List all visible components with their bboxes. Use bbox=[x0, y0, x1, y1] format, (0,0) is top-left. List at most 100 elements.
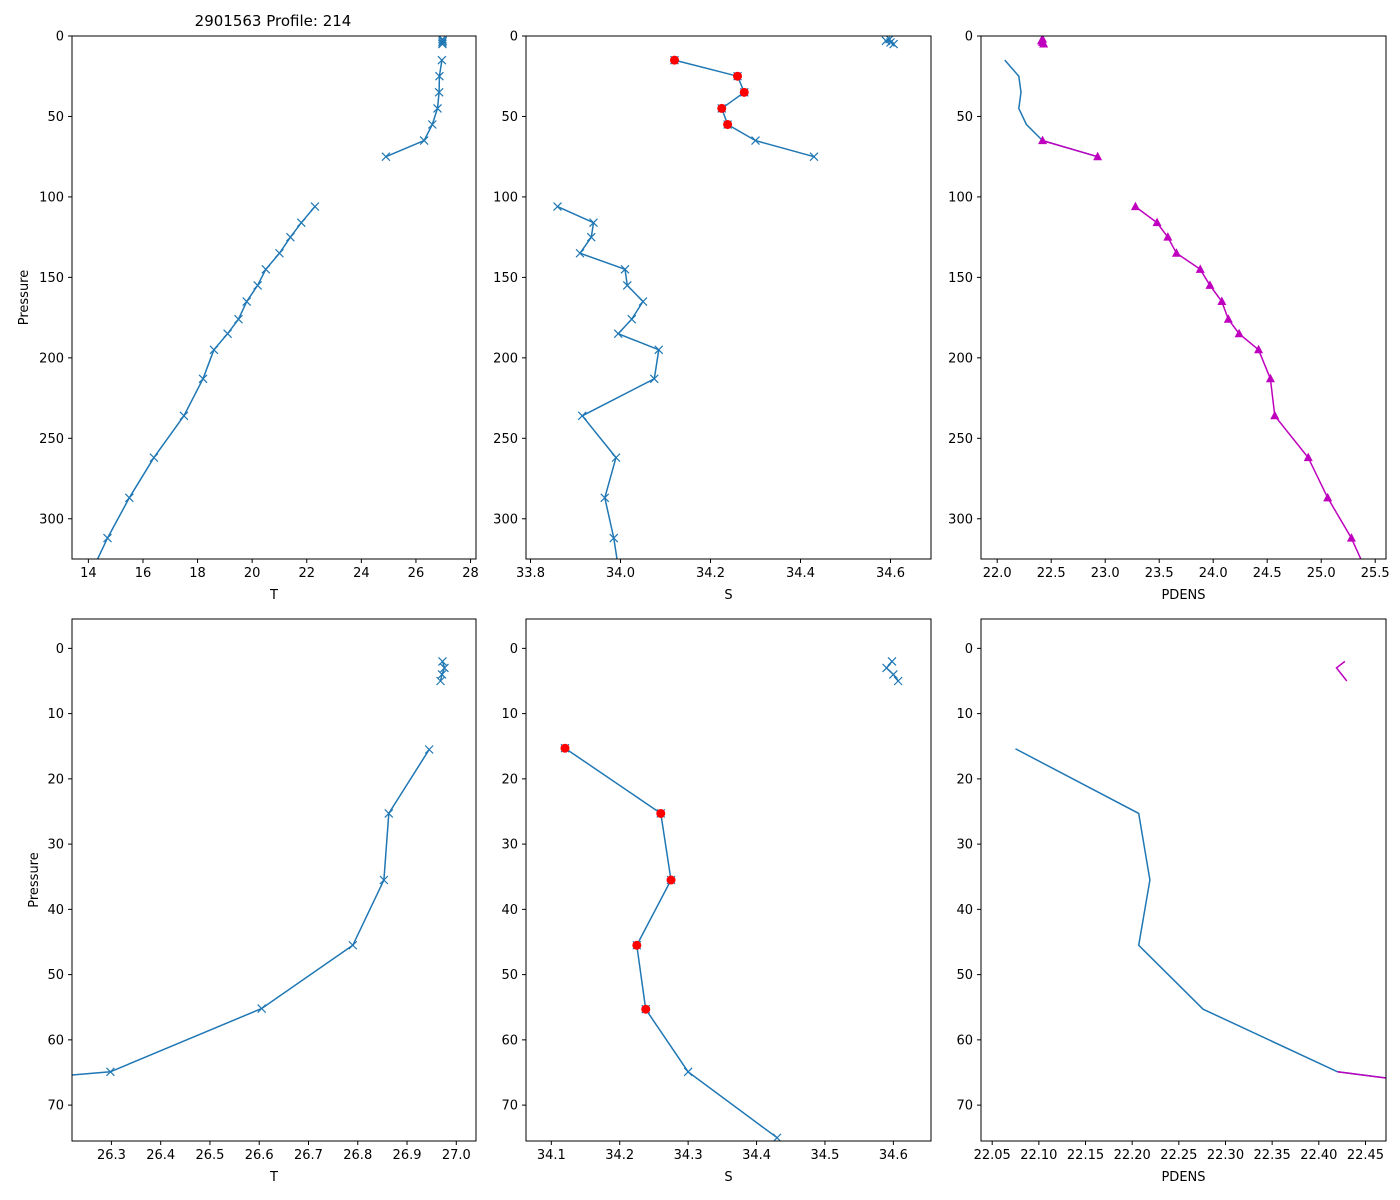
series-line-3 bbox=[1134, 205, 1362, 559]
y-tick-label: 150 bbox=[948, 271, 973, 286]
x-tick-label: 26.8 bbox=[343, 1148, 372, 1163]
y-tick-label: 0 bbox=[510, 642, 518, 657]
x-tick-label: 28 bbox=[462, 566, 479, 581]
x-tick-label: 20 bbox=[244, 566, 261, 581]
data-point bbox=[348, 940, 358, 950]
density-point bbox=[1039, 39, 1049, 48]
y-tick-label: 150 bbox=[493, 271, 518, 286]
data-point bbox=[234, 314, 243, 324]
flagged-point bbox=[723, 120, 733, 130]
density-point bbox=[1303, 452, 1313, 462]
y-tick-label: 20 bbox=[501, 772, 518, 787]
x-tick-label: 34.1 bbox=[537, 1148, 566, 1163]
plot-area bbox=[72, 656, 449, 1077]
y-tick-label: 200 bbox=[39, 351, 64, 366]
density-point bbox=[1270, 410, 1280, 420]
panel-bottom-temperature: 26.3 26.4 26.5 26.6 26.7 26.8 26.9 27.0 0 10 20 30 4… bbox=[27, 618, 477, 1185]
x-tick-label: 27.0 bbox=[442, 1148, 471, 1163]
y-tick-label: 200 bbox=[948, 351, 973, 366]
data-point bbox=[575, 248, 585, 258]
axes-frame bbox=[525, 618, 932, 1142]
y-tick-label: 30 bbox=[956, 838, 973, 853]
data-point bbox=[627, 314, 637, 324]
y-tick-label: 50 bbox=[956, 110, 973, 125]
data-point bbox=[613, 329, 623, 339]
y-tick-label: 10 bbox=[47, 707, 64, 722]
data-point bbox=[427, 120, 437, 129]
x-tick-label: 33.8 bbox=[516, 566, 545, 581]
density-point bbox=[1323, 492, 1333, 502]
flagged-point bbox=[739, 87, 749, 97]
y-tick-label: 300 bbox=[39, 512, 64, 527]
y-tick-label: 20 bbox=[47, 772, 64, 787]
density-point bbox=[1163, 232, 1173, 241]
axes-frame bbox=[71, 35, 477, 560]
y-tick-label: 10 bbox=[501, 707, 518, 722]
x-tick-label: 18 bbox=[189, 566, 206, 581]
data-point bbox=[296, 218, 306, 228]
flagged-point bbox=[666, 875, 676, 885]
y-tick-label: 0 bbox=[965, 30, 973, 45]
x-tick-label: 34.2 bbox=[605, 1148, 634, 1163]
x-axis-label: T bbox=[269, 1170, 278, 1185]
x-tick-label: 26.9 bbox=[393, 1148, 422, 1163]
y-axis-label: Pressure bbox=[17, 270, 32, 326]
x-tick-label: 34.4 bbox=[742, 1148, 771, 1163]
density-point bbox=[1234, 328, 1244, 338]
density-point bbox=[1152, 217, 1162, 227]
y-tick-label: 70 bbox=[956, 1099, 973, 1114]
axes-frame bbox=[980, 35, 1387, 560]
panel-bottom-density: 22.05 22.10 22.15 22.20 22.25 22.30 22.35 22.40… bbox=[956, 618, 1387, 1185]
y-tick-label: 250 bbox=[39, 432, 64, 447]
density-point bbox=[1346, 533, 1356, 542]
data-point bbox=[124, 493, 134, 503]
y-tick-label: 0 bbox=[510, 30, 518, 45]
flagged-point bbox=[656, 808, 666, 818]
x-tick-label: 23.0 bbox=[1091, 566, 1120, 581]
density-point bbox=[1171, 248, 1181, 257]
x-tick-label: 22.10 bbox=[1020, 1148, 1057, 1163]
x-tick-label: 34.2 bbox=[696, 566, 725, 581]
data-point bbox=[888, 670, 898, 679]
density-point bbox=[1093, 151, 1103, 161]
data-point bbox=[242, 297, 252, 306]
data-point bbox=[434, 71, 444, 81]
x-tick-label: 16 bbox=[135, 566, 152, 581]
x-tick-label: 22.30 bbox=[1207, 1148, 1244, 1163]
data-point bbox=[433, 103, 442, 113]
data-point bbox=[772, 1133, 782, 1141]
series-line-1 bbox=[1004, 59, 1098, 158]
x-tick-label: 34.0 bbox=[606, 566, 635, 581]
y-tick-label: 300 bbox=[493, 512, 518, 527]
panel-top-temperature: 14 16 18 20 22 24 26 28 0 50 100 150 200 250 300 T Press… bbox=[17, 30, 479, 604]
data-point bbox=[437, 38, 447, 47]
x-tick-label: 34.5 bbox=[810, 1148, 839, 1163]
density-point bbox=[1217, 296, 1227, 306]
data-point bbox=[261, 264, 271, 274]
x-tick-label: 24 bbox=[353, 566, 370, 581]
y-tick-label: 100 bbox=[948, 190, 973, 205]
data-point bbox=[620, 264, 630, 274]
y-tick-label: 250 bbox=[948, 432, 973, 447]
y-tick-label: 250 bbox=[493, 432, 518, 447]
data-point bbox=[577, 411, 587, 421]
data-point bbox=[440, 663, 449, 673]
x-tick-label: 22.45 bbox=[1347, 1148, 1384, 1163]
data-point bbox=[438, 656, 447, 666]
axes-frame bbox=[525, 35, 932, 560]
y-tick-label: 40 bbox=[47, 903, 64, 918]
data-point bbox=[257, 1004, 267, 1013]
flagged-point bbox=[717, 103, 727, 113]
y-tick-label: 60 bbox=[47, 1033, 64, 1048]
data-point bbox=[424, 745, 434, 754]
density-point bbox=[1130, 201, 1140, 211]
data-point bbox=[809, 152, 819, 162]
density-point bbox=[1265, 373, 1275, 383]
axes-frame bbox=[71, 618, 477, 1142]
x-tick-label: 14 bbox=[80, 566, 97, 581]
data-point bbox=[586, 232, 596, 242]
data-point bbox=[683, 1067, 693, 1077]
data-point bbox=[889, 39, 899, 49]
x-tick-label: 34.4 bbox=[786, 566, 815, 581]
